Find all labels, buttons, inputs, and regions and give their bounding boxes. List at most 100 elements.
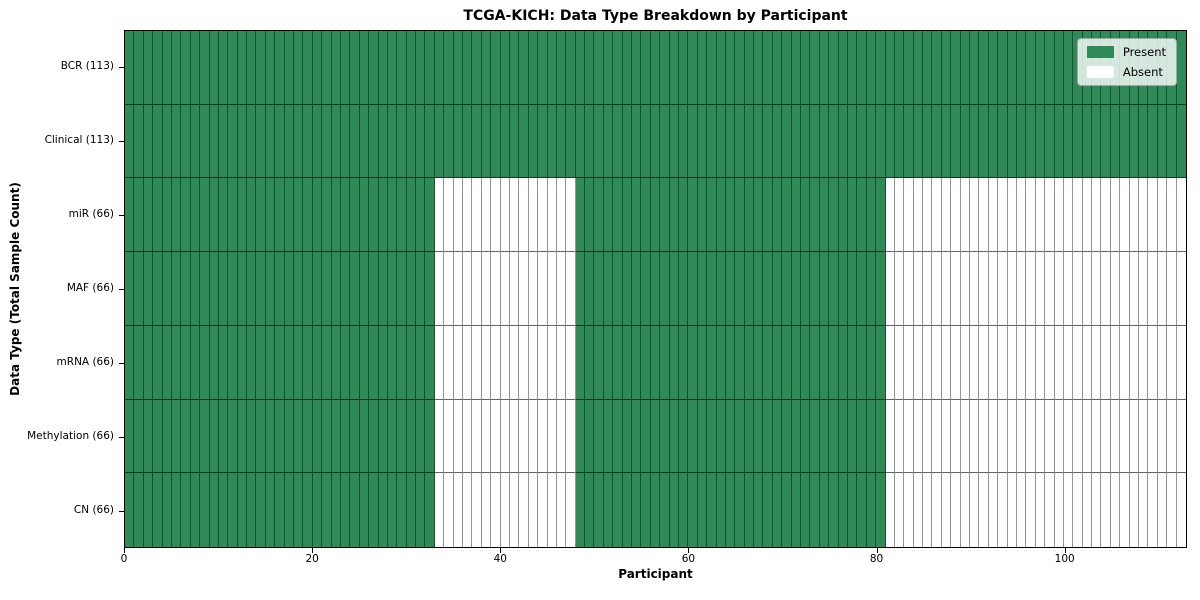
heatmap-cell	[434, 325, 445, 400]
heatmap-cell	[801, 325, 811, 400]
heatmap-cell	[754, 178, 764, 253]
heatmap-cell	[1101, 178, 1111, 253]
heatmap-cell	[678, 31, 689, 105]
heatmap-cell	[181, 104, 191, 179]
heatmap-cell	[463, 399, 473, 474]
heatmap-cell	[284, 473, 294, 547]
heatmap-cell	[265, 325, 276, 400]
heatmap-cell	[331, 325, 341, 400]
heatmap-cell	[885, 252, 895, 326]
heatmap-cell	[772, 178, 783, 253]
heatmap-cell	[444, 104, 454, 179]
heatmap-cell	[866, 104, 877, 179]
heatmap-cell	[932, 325, 942, 400]
heatmap-cell	[190, 325, 201, 400]
heatmap-cell	[463, 178, 473, 253]
heatmap-cell	[528, 325, 539, 400]
heatmap-cell	[265, 178, 276, 253]
heatmap-cell	[275, 252, 285, 326]
heatmap-cell	[519, 325, 529, 400]
heatmap-cell	[284, 178, 294, 253]
heatmap-cell	[763, 473, 773, 547]
heatmap-cell	[1035, 31, 1046, 105]
heatmap-cell	[500, 399, 510, 474]
heatmap-cell	[669, 325, 679, 400]
heatmap-cell	[632, 325, 642, 400]
heatmap-cell	[932, 104, 942, 179]
heatmap-cell	[923, 325, 933, 400]
heatmap-cell	[359, 31, 370, 105]
heatmap-cell	[294, 473, 304, 547]
heatmap-cell	[998, 252, 1008, 326]
heatmap-cell	[397, 325, 407, 400]
heatmap-cell	[979, 178, 989, 253]
heatmap-cell	[125, 473, 135, 547]
heatmap-cell	[528, 31, 539, 105]
heatmap-cell	[1148, 325, 1158, 400]
heatmap-cell	[209, 399, 219, 474]
heatmap-cell	[594, 31, 604, 105]
heatmap-cell	[566, 399, 576, 474]
heatmap-cell	[171, 252, 182, 326]
heatmap-cell	[1167, 473, 1177, 547]
heatmap-cell	[1007, 252, 1017, 326]
heatmap-cell	[134, 399, 144, 474]
heatmap-cell	[369, 325, 379, 400]
heatmap-cell	[209, 252, 219, 326]
heatmap-cell	[472, 399, 482, 474]
heatmap-cell	[735, 399, 745, 474]
heatmap-cell	[1082, 252, 1093, 326]
heatmap-cell	[857, 473, 867, 547]
heatmap-cell	[894, 252, 905, 326]
heatmap-cell	[960, 473, 971, 547]
heatmap-cell	[1101, 325, 1111, 400]
heatmap-cell	[1045, 325, 1055, 400]
heatmap-cell	[125, 31, 135, 105]
heatmap-cell	[143, 399, 154, 474]
heatmap-cell	[1073, 104, 1083, 179]
heatmap-cell	[1063, 473, 1074, 547]
heatmap-cell	[847, 325, 858, 400]
heatmap-cell	[171, 178, 182, 253]
heatmap-cell	[1176, 178, 1186, 253]
heatmap-cell	[1026, 104, 1036, 179]
heatmap-cell	[397, 31, 407, 105]
x-tick-label: 0	[120, 553, 128, 565]
heatmap-cell	[876, 325, 886, 400]
heatmap-cell	[594, 473, 604, 547]
heatmap-cell	[801, 178, 811, 253]
heatmap-cell	[491, 178, 501, 253]
heatmap-cell	[200, 178, 210, 253]
heatmap-cell	[491, 104, 501, 179]
heatmap-cell	[707, 104, 717, 179]
heatmap-cell	[434, 104, 445, 179]
heatmap-cell	[547, 252, 557, 326]
heatmap-cell	[1129, 325, 1140, 400]
x-tick-label: 80	[869, 553, 884, 565]
heatmap-cell	[782, 325, 792, 400]
heatmap-cell	[491, 399, 501, 474]
heatmap-cell	[810, 325, 820, 400]
heatmap-cell	[425, 31, 435, 105]
heatmap-cell	[707, 252, 717, 326]
heatmap-cell	[350, 178, 360, 253]
heatmap-cell	[294, 104, 304, 179]
heatmap-cell	[960, 31, 971, 105]
heatmap-cell	[350, 325, 360, 400]
heatmap-cell	[463, 104, 473, 179]
heatmap-cell	[1176, 399, 1186, 474]
heatmap-cell	[162, 325, 172, 400]
heatmap-cell	[829, 31, 839, 105]
heatmap-cell	[425, 473, 435, 547]
heatmap-cell	[1139, 325, 1149, 400]
heatmap-cell	[265, 399, 276, 474]
heatmap-cell	[970, 178, 980, 253]
heatmap-cell	[500, 325, 510, 400]
heatmap-cell	[669, 178, 679, 253]
heatmap-cell	[153, 31, 163, 105]
heatmap-cell	[1167, 325, 1177, 400]
heatmap-cell	[716, 325, 726, 400]
heatmap-cell	[369, 31, 379, 105]
heatmap-cell	[1063, 104, 1074, 179]
heatmap-cell	[171, 473, 182, 547]
